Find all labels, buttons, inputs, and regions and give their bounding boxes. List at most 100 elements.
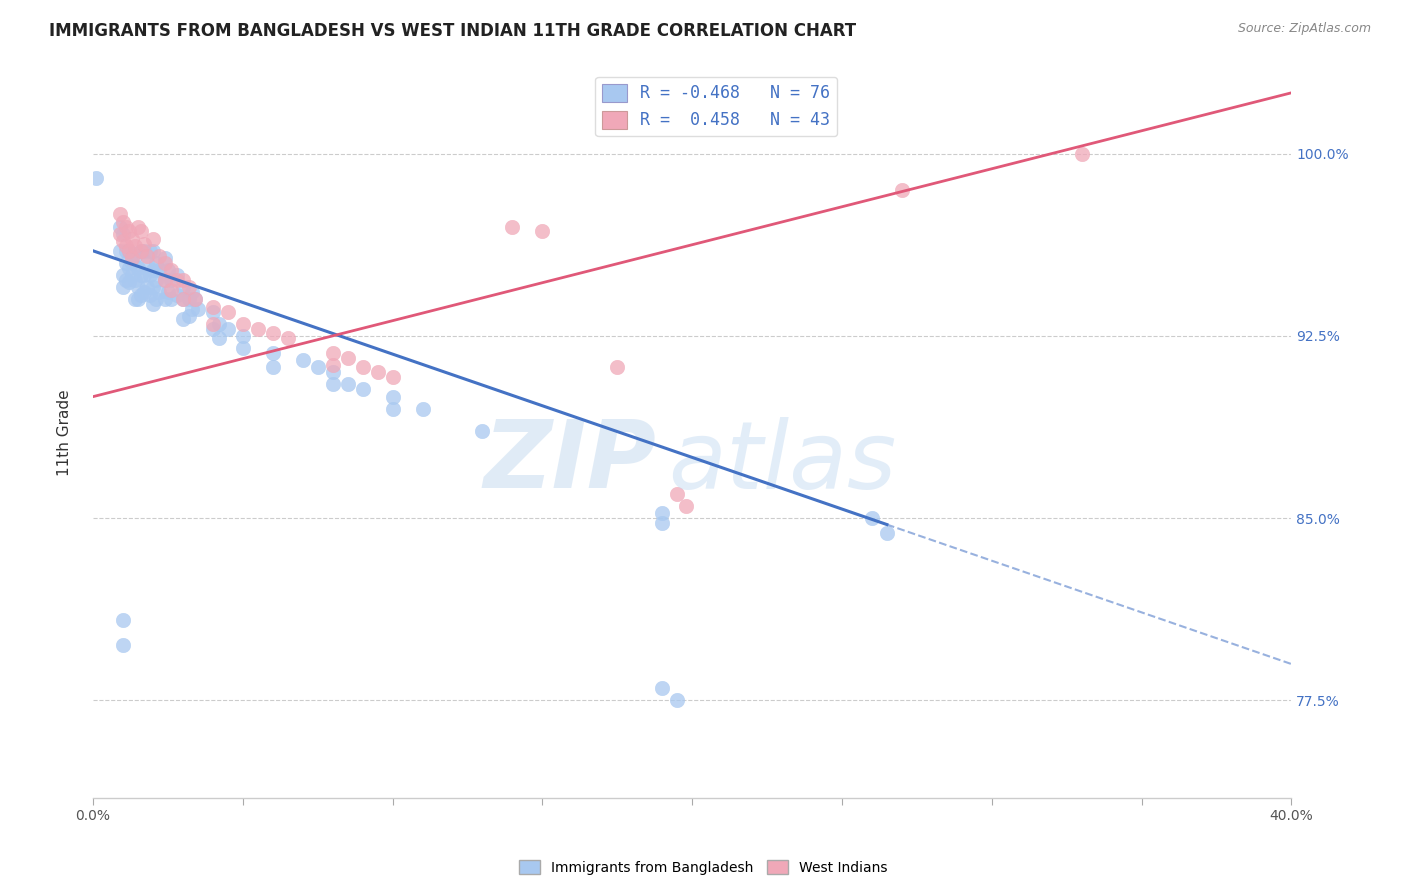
Point xyxy=(153,273,176,287)
Point xyxy=(232,329,254,343)
Point xyxy=(367,365,389,379)
Point xyxy=(201,317,224,331)
Point xyxy=(606,360,628,375)
Point xyxy=(172,293,194,307)
Point xyxy=(651,506,673,520)
Point xyxy=(142,297,165,311)
Point xyxy=(148,249,170,263)
Point xyxy=(208,331,231,345)
Point xyxy=(118,244,141,258)
Point xyxy=(860,511,883,525)
Point xyxy=(108,219,131,234)
Point xyxy=(145,293,167,307)
Point xyxy=(153,251,176,265)
Point xyxy=(262,346,284,360)
Text: ZIP: ZIP xyxy=(484,417,657,508)
Point xyxy=(180,302,202,317)
Point xyxy=(531,224,554,238)
Point xyxy=(322,377,344,392)
Point xyxy=(111,268,134,282)
Point xyxy=(115,244,138,258)
Point xyxy=(156,263,179,277)
Point xyxy=(118,276,141,290)
Point xyxy=(115,273,138,287)
Point xyxy=(129,268,152,282)
Point xyxy=(142,280,165,294)
Point xyxy=(111,234,134,248)
Point xyxy=(232,341,254,355)
Text: atlas: atlas xyxy=(668,417,897,508)
Point xyxy=(160,263,183,277)
Point xyxy=(129,287,152,301)
Point xyxy=(381,370,404,384)
Point xyxy=(675,499,697,513)
Point xyxy=(166,273,188,287)
Legend: Immigrants from Bangladesh, West Indians: Immigrants from Bangladesh, West Indians xyxy=(513,855,893,880)
Point xyxy=(208,317,231,331)
Point xyxy=(876,525,898,540)
Point xyxy=(124,239,146,253)
Point xyxy=(111,227,134,241)
Point xyxy=(108,207,131,221)
Point xyxy=(129,224,152,238)
Point xyxy=(148,263,170,277)
Point xyxy=(201,321,224,335)
Point xyxy=(111,280,134,294)
Point xyxy=(115,239,138,253)
Point xyxy=(142,244,165,258)
Point xyxy=(172,273,194,287)
Point xyxy=(145,256,167,270)
Point xyxy=(172,293,194,307)
Point xyxy=(153,256,176,270)
Point xyxy=(322,358,344,372)
Point xyxy=(217,304,239,318)
Point xyxy=(352,360,374,375)
Point xyxy=(121,251,143,265)
Point xyxy=(336,351,359,365)
Point xyxy=(246,321,269,335)
Point xyxy=(262,326,284,341)
Point xyxy=(127,260,149,275)
Point xyxy=(127,293,149,307)
Point xyxy=(132,268,155,282)
Point xyxy=(177,280,200,294)
Point xyxy=(166,287,188,301)
Point xyxy=(153,273,176,287)
Point xyxy=(139,268,162,282)
Point xyxy=(111,613,134,627)
Text: Source: ZipAtlas.com: Source: ZipAtlas.com xyxy=(1237,22,1371,36)
Point xyxy=(115,256,138,270)
Point xyxy=(381,401,404,416)
Point xyxy=(352,382,374,396)
Point xyxy=(322,365,344,379)
Point xyxy=(262,360,284,375)
Point xyxy=(412,401,434,416)
Point xyxy=(184,293,207,307)
Text: IMMIGRANTS FROM BANGLADESH VS WEST INDIAN 11TH GRADE CORRELATION CHART: IMMIGRANTS FROM BANGLADESH VS WEST INDIA… xyxy=(49,22,856,40)
Point xyxy=(148,285,170,299)
Point xyxy=(118,224,141,238)
Point xyxy=(201,304,224,318)
Point xyxy=(666,693,689,707)
Point xyxy=(142,263,165,277)
Point xyxy=(118,244,141,258)
Point xyxy=(232,317,254,331)
Point xyxy=(115,219,138,234)
Point xyxy=(184,293,207,307)
Point xyxy=(322,346,344,360)
Point xyxy=(651,681,673,696)
Point xyxy=(136,280,159,294)
Point xyxy=(160,293,183,307)
Point xyxy=(166,268,188,282)
Point xyxy=(501,219,523,234)
Point xyxy=(172,311,194,326)
Point xyxy=(121,256,143,270)
Point xyxy=(136,256,159,270)
Point xyxy=(177,310,200,324)
Point xyxy=(160,273,183,287)
Point xyxy=(217,321,239,335)
Legend: R = -0.468   N = 76, R =  0.458   N = 43: R = -0.468 N = 76, R = 0.458 N = 43 xyxy=(595,77,837,136)
Point xyxy=(139,287,162,301)
Point xyxy=(111,638,134,652)
Point xyxy=(84,170,107,185)
